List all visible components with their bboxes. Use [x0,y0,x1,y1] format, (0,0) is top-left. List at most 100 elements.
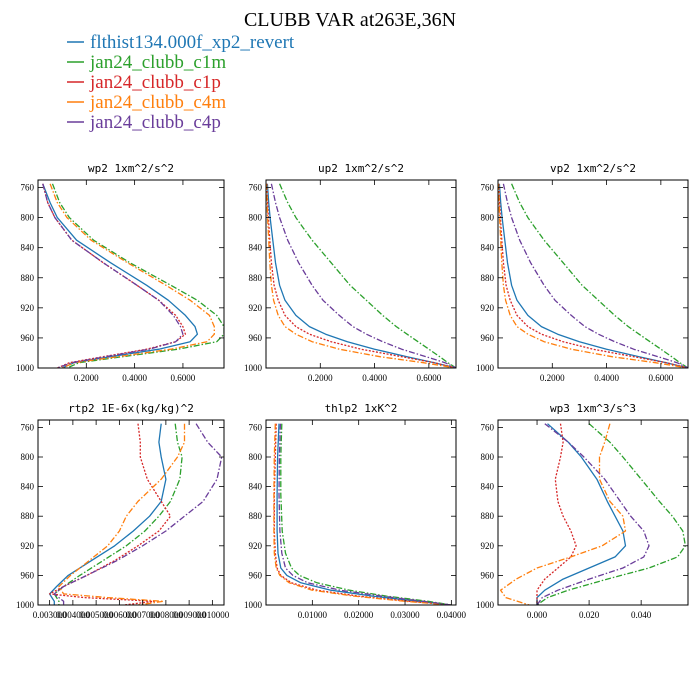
legend-entry: flthist134.000f_xp2_revert [67,32,295,53]
series-group [273,423,452,605]
x-tick-label: 0.040 [631,610,652,620]
y-tick-label: 1000 [476,600,495,610]
y-tick-label: 880 [249,273,263,283]
series-line [536,423,577,605]
y-tick-label: 800 [21,452,35,462]
x-tick-label: 0.020 [579,610,600,620]
chart-panel: thlp2 1xK^2 760 800 840 880 920 960 1000 0.01000… [244,402,466,620]
x-tick-label: 0.6000 [648,373,673,383]
y-tick-label: 760 [249,183,263,193]
series-line [498,183,688,368]
series-line [58,423,186,605]
series-line [270,183,456,368]
y-tick-label: 760 [249,422,263,432]
x-tick-label: 0.02000 [344,610,374,620]
y-tick-label: 920 [21,541,35,551]
y-tick-label: 760 [21,422,35,432]
series-line [273,423,452,605]
series-line [51,183,224,368]
x-tick-label: 0.009000 [172,610,206,620]
series-group [498,183,688,368]
x-tick-label: 0.01000 [298,610,328,620]
y-tick-label: 1000 [244,363,263,373]
series-line [42,183,184,368]
series-line [48,423,172,605]
panel-frame [265,419,457,606]
x-tick-label: 0.2000 [540,373,565,383]
y-tick-label: 880 [21,273,35,283]
series-line [49,183,215,368]
panel-frame [497,419,689,606]
series-line [42,183,187,368]
series-line [266,183,456,368]
y-tick-label: 880 [249,511,263,521]
series-line [511,183,688,368]
y-tick-label: 800 [481,452,495,462]
panel-frame [37,179,225,369]
x-tick-label: 0.03000 [390,610,420,620]
y-tick-label: 840 [481,482,495,492]
series-line [279,183,456,368]
y-tick-label: 840 [249,482,263,492]
y-tick-label: 920 [249,541,263,551]
legend-entry: jan24_clubb_c1p [67,72,221,93]
legend-entry: jan24_clubb_c4m [67,92,226,113]
x-tick-label: 0.007000 [126,610,160,620]
legend-label: jan24_clubb_c1p [89,72,221,93]
y-tick-label: 800 [249,213,263,223]
x-tick-label: 0.4000 [594,373,619,383]
y-tick-label: 800 [21,213,35,223]
y-tick-label: 960 [21,570,35,580]
y-tick-label: 920 [249,303,263,313]
y-tick-label: 880 [481,273,495,283]
series-line [273,423,452,605]
series-group [48,423,223,605]
y-tick-label: 760 [21,183,35,193]
x-tick-label: 0.000 [527,610,548,620]
series-line [48,423,167,605]
legend-label: jan24_clubb_c4p [89,112,221,133]
x-tick-label: 0.2000 [308,373,333,383]
y-tick-label: 920 [21,303,35,313]
chart-panel: up2 1xm^2/s^2 760 800 840 880 920 960 1000 0.200… [244,162,457,383]
x-tick-label: 0.2000 [74,373,99,383]
y-tick-label: 760 [481,183,495,193]
series-group [42,183,224,368]
series-group [499,423,687,605]
x-tick-label: 0.003000 [33,610,67,620]
x-tick-label: 0.010000 [196,610,230,620]
x-tick-label: 0.4000 [122,373,147,383]
y-tick-label: 960 [249,570,263,580]
y-tick-label: 920 [481,303,495,313]
y-tick-label: 1000 [476,363,495,373]
x-tick-label: 0.6000 [171,373,196,383]
panel-frame [265,179,457,369]
panel-title: thlp2 1xK^2 [325,402,398,415]
series-line [276,423,452,605]
chart-panel: wp3 1xm^3/s^3 760 800 840 880 920 960 1000 0.000… [476,402,689,620]
x-tick-label: 0.005000 [79,610,113,620]
legend-label: jan24_clubb_c1m [89,52,226,73]
panel-title: vp2 1xm^2/s^2 [550,162,636,175]
y-tick-label: 1000 [244,600,263,610]
series-line [266,183,456,368]
x-tick-label: 0.008000 [149,610,183,620]
series-line [536,423,650,605]
x-tick-label: 0.004000 [56,610,90,620]
series-line [499,423,627,605]
legend-entry: jan24_clubb_c1m [67,52,226,73]
x-tick-label: 0.04000 [437,610,467,620]
series-line [53,423,223,605]
legend: flthist134.000f_xp2_revertjan24_clubb_c1… [67,32,295,133]
series-line [280,423,452,605]
y-tick-label: 960 [249,333,263,343]
y-tick-label: 920 [481,541,495,551]
y-tick-label: 800 [481,213,495,223]
y-tick-label: 800 [249,452,263,462]
panel-frame [497,179,689,369]
y-tick-label: 840 [249,243,263,253]
chart-panel: rtp2 1E-6x(kg/kg)^2 760 800 840 880 920 960 100… [16,402,230,620]
panel-title: rtp2 1E-6x(kg/kg)^2 [68,402,194,415]
chart-panel: vp2 1xm^2/s^2 760 800 840 880 920 960 1000 0.200… [476,162,689,383]
